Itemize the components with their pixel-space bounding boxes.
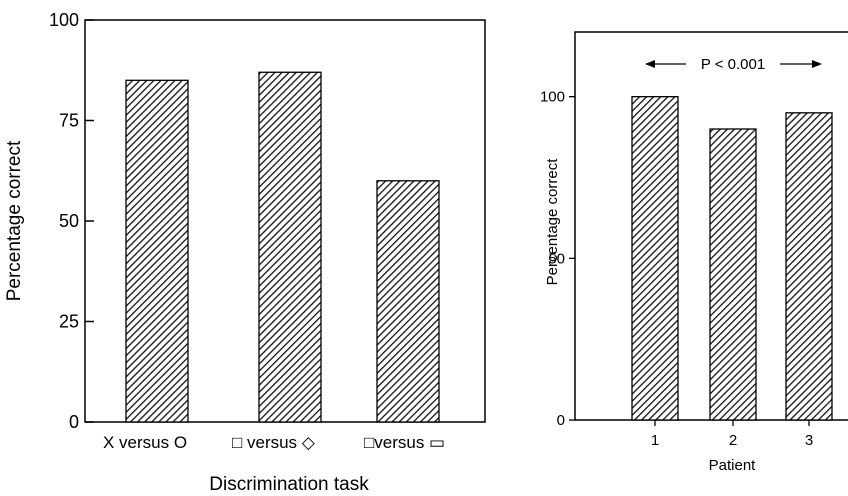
y-tick-label: 100 xyxy=(49,10,79,30)
bar xyxy=(785,112,833,421)
significance-annotation: P < 0.001 xyxy=(645,56,822,73)
y-axis-ticks: 0 25 50 75 100 xyxy=(49,10,94,432)
x-axis-tick-labels: X versus O □ versus ◇ □versus ▭ xyxy=(103,433,445,452)
x-tick-label: □ versus ◇ xyxy=(232,433,316,452)
y-tick-label: 0 xyxy=(557,412,565,429)
x-axis-ticks: 1 2 3 xyxy=(651,420,813,449)
right-arrowhead-icon xyxy=(812,60,822,68)
x-tick-label: 2 xyxy=(729,432,737,449)
x-tick-label: □versus ▭ xyxy=(364,433,445,452)
bars xyxy=(125,71,440,423)
bar xyxy=(631,96,679,421)
x-tick-label: 3 xyxy=(805,432,813,449)
y-axis-label: Percentage correct xyxy=(4,140,25,301)
y-tick-label: 0 xyxy=(69,412,79,432)
x-tick-label: X versus O xyxy=(103,433,187,452)
y-axis-label: Percentage correct xyxy=(544,158,561,286)
annotation-text: P < 0.001 xyxy=(701,56,765,73)
x-axis-label: Patient xyxy=(709,457,757,474)
bar xyxy=(258,71,322,423)
bar xyxy=(376,180,440,423)
y-axis-ticks: 0 50 100 xyxy=(540,89,575,429)
bars xyxy=(631,96,833,421)
bar xyxy=(125,79,189,423)
x-axis-label: Discrimination task xyxy=(209,474,369,495)
y-tick-label: 75 xyxy=(59,111,79,131)
y-tick-label: 100 xyxy=(540,89,565,106)
y-tick-label: 50 xyxy=(548,250,565,267)
chart-patient: 0 50 100 1 2 3 Percentage correct Patient P … xyxy=(540,31,848,474)
y-tick-label: 50 xyxy=(59,211,79,231)
x-tick-label: 1 xyxy=(651,432,659,449)
y-tick-label: 25 xyxy=(59,312,79,332)
bar xyxy=(709,128,757,421)
chart-discrimination-task: 0 25 50 75 100 X versus O □ versus ◇ □versus ▭… xyxy=(4,10,486,495)
left-arrowhead-icon xyxy=(645,60,655,68)
